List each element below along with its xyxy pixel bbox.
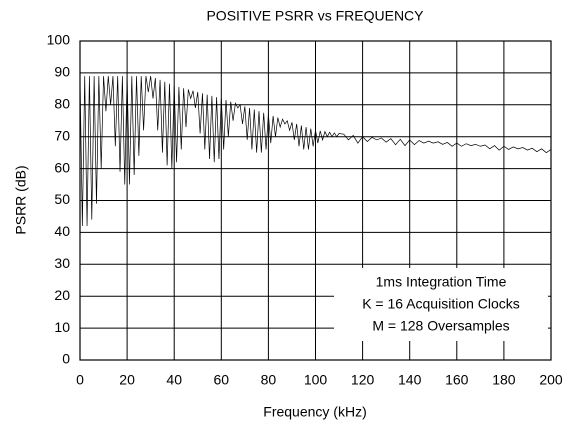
x-tick-label: 140 <box>398 372 422 388</box>
y-tick-label: 80 <box>54 96 70 112</box>
x-tick-label: 80 <box>261 372 277 388</box>
x-tick-label: 0 <box>76 372 84 388</box>
y-tick-label: 10 <box>54 319 70 335</box>
y-tick-label: 20 <box>54 287 70 303</box>
x-tick-label: 180 <box>492 372 516 388</box>
x-tick-label: 20 <box>119 372 135 388</box>
y-tick-label: 100 <box>47 32 71 48</box>
x-tick-label: 40 <box>166 372 182 388</box>
y-tick-label: 50 <box>54 191 70 207</box>
x-tick-label: 100 <box>304 372 328 388</box>
x-tick-label: 60 <box>214 372 230 388</box>
plot-frame <box>79 40 552 361</box>
x-axis-label: Frequency (kHz) <box>263 404 366 420</box>
y-tick-label: 0 <box>62 351 70 367</box>
y-tick-label: 60 <box>54 159 70 175</box>
annotation-box <box>334 268 548 341</box>
data-line <box>79 76 552 227</box>
annotation: M = 128 Oversamples <box>372 318 509 334</box>
y-tick-label: 30 <box>54 255 70 271</box>
annotation: 1ms Integration Time <box>376 274 507 290</box>
annotation: K = 16 Acquisition Clocks <box>362 296 520 312</box>
y-axis-label: PSRR (dB) <box>13 165 29 234</box>
x-tick-label: 120 <box>351 372 375 388</box>
y-tick-label: 70 <box>54 127 70 143</box>
chart-title: POSITIVE PSRR vs FREQUENCY <box>206 8 424 24</box>
x-tick-label: 160 <box>445 372 469 388</box>
y-tick-label: 40 <box>54 223 70 239</box>
x-tick-label: 200 <box>539 372 563 388</box>
y-tick-label: 90 <box>54 64 70 80</box>
